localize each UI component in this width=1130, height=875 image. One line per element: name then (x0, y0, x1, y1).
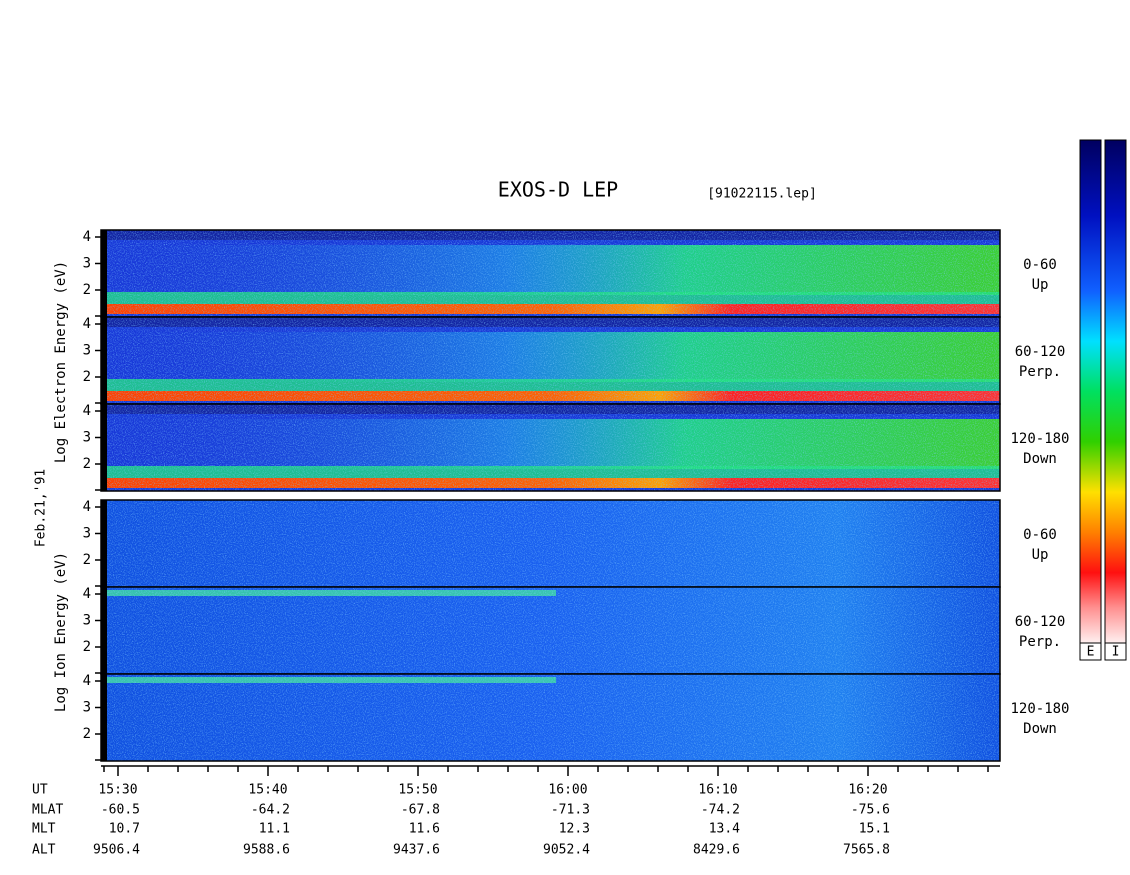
spectrograms: 2 3 4 0-60 Up 2 3 4 60-120 Perp. 2 3 4 120-180 Down 2 3 4… (83, 229, 1070, 762)
channel-range: 0-60 (1023, 527, 1057, 543)
file-name: [91022115.lep] (707, 187, 817, 202)
y-tick-label: 3 (83, 256, 91, 272)
y-tick-label: 2 (83, 456, 91, 472)
time-axis: UT 15:30 15:40 15:50 16:00 16:10 16:20 MLAT -60.… (32, 765, 1000, 858)
texture (101, 587, 1000, 674)
left-strip (101, 230, 107, 317)
y-tick-label: 4 (83, 673, 91, 689)
row-value: 11.1 (259, 822, 290, 837)
y-tick-label: 2 (83, 369, 91, 385)
row-value: -71.3 (551, 803, 590, 818)
row-value: 8429.6 (693, 843, 740, 858)
row-value: 16:00 (548, 783, 587, 798)
y-tick-label: 3 (83, 613, 91, 629)
channel-range: 120-180 (1010, 701, 1069, 717)
row-value: 9437.6 (393, 843, 440, 858)
row-name: UT (32, 783, 48, 798)
left-strip (101, 500, 107, 587)
row-name: ALT (32, 843, 56, 858)
texture (101, 500, 1000, 587)
channel-range: 120-180 (1010, 431, 1069, 447)
row-value: 15.1 (859, 822, 890, 837)
row-value: 9052.4 (543, 843, 590, 858)
panel-frame (100, 673, 1001, 762)
row-value: 16:20 (848, 783, 887, 798)
channel-range: 60-120 (1015, 614, 1066, 630)
y-tick-label: 2 (83, 552, 91, 568)
row-value: 7565.8 (843, 843, 890, 858)
date-label: Feb.21,'91 (34, 469, 49, 547)
colorbar (1104, 139, 1127, 644)
row-value: -75.6 (851, 803, 890, 818)
row-value: 13.4 (709, 822, 740, 837)
ion-axis-label: Log Ion Energy (eV) (53, 552, 69, 712)
colorbar-label-box (1079, 642, 1102, 661)
left-strip (101, 587, 107, 674)
channel-direction: Up (1032, 547, 1049, 563)
row-value: 9506.4 (93, 843, 140, 858)
row-name: MLAT (32, 803, 63, 818)
row-value: 11.6 (409, 822, 440, 837)
texture (101, 674, 1000, 761)
texture (101, 230, 1000, 317)
colorbar-label: E (1087, 645, 1095, 660)
y-tick-label: 2 (83, 726, 91, 742)
row-name: MLT (32, 822, 56, 837)
row-value: 15:30 (98, 783, 137, 798)
y-tick-label: 4 (83, 229, 91, 245)
channel-direction: Down (1023, 721, 1057, 737)
row-value: 15:40 (248, 783, 287, 798)
y-tick-label: 4 (83, 403, 91, 419)
left-strip (101, 674, 107, 761)
title: EXOS-D LEP (498, 178, 618, 202)
y-tick-label: 2 (83, 639, 91, 655)
y-tick-label: 3 (83, 700, 91, 716)
channel-range: 0-60 (1023, 257, 1057, 273)
row-value: -60.5 (101, 803, 140, 818)
row-value: -64.2 (251, 803, 290, 818)
channel-direction: Down (1023, 451, 1057, 467)
channel-direction: Up (1032, 277, 1049, 293)
colorbar-label-box (1104, 642, 1127, 661)
y-tick-label: 3 (83, 526, 91, 542)
y-tick-label: 4 (83, 316, 91, 332)
y-tick-label: 3 (83, 343, 91, 359)
row-value: -67.8 (401, 803, 440, 818)
channel-range: 60-120 (1015, 344, 1066, 360)
channel-direction: Perp. (1019, 364, 1061, 380)
y-tick-label: 4 (83, 586, 91, 602)
y-tick-label: 4 (83, 499, 91, 515)
y-tick-label: 3 (83, 430, 91, 446)
texture (101, 404, 1000, 491)
left-strip (101, 317, 107, 404)
texture (101, 317, 1000, 404)
channel-direction: Perp. (1019, 634, 1061, 650)
panel-frame (100, 403, 1001, 492)
row-value: 9588.6 (243, 843, 290, 858)
left-strip (101, 404, 107, 491)
y-tick-label: 2 (83, 282, 91, 298)
row-value: 15:50 (398, 783, 437, 798)
row-value: 16:10 (698, 783, 737, 798)
electron-axis-label: Log Electron Energy (eV) (53, 261, 69, 463)
colorbar (1079, 139, 1102, 644)
colorbar-label: I (1112, 645, 1120, 660)
row-value: -74.2 (701, 803, 740, 818)
row-value: 12.3 (559, 822, 590, 837)
row-value: 10.7 (109, 822, 140, 837)
